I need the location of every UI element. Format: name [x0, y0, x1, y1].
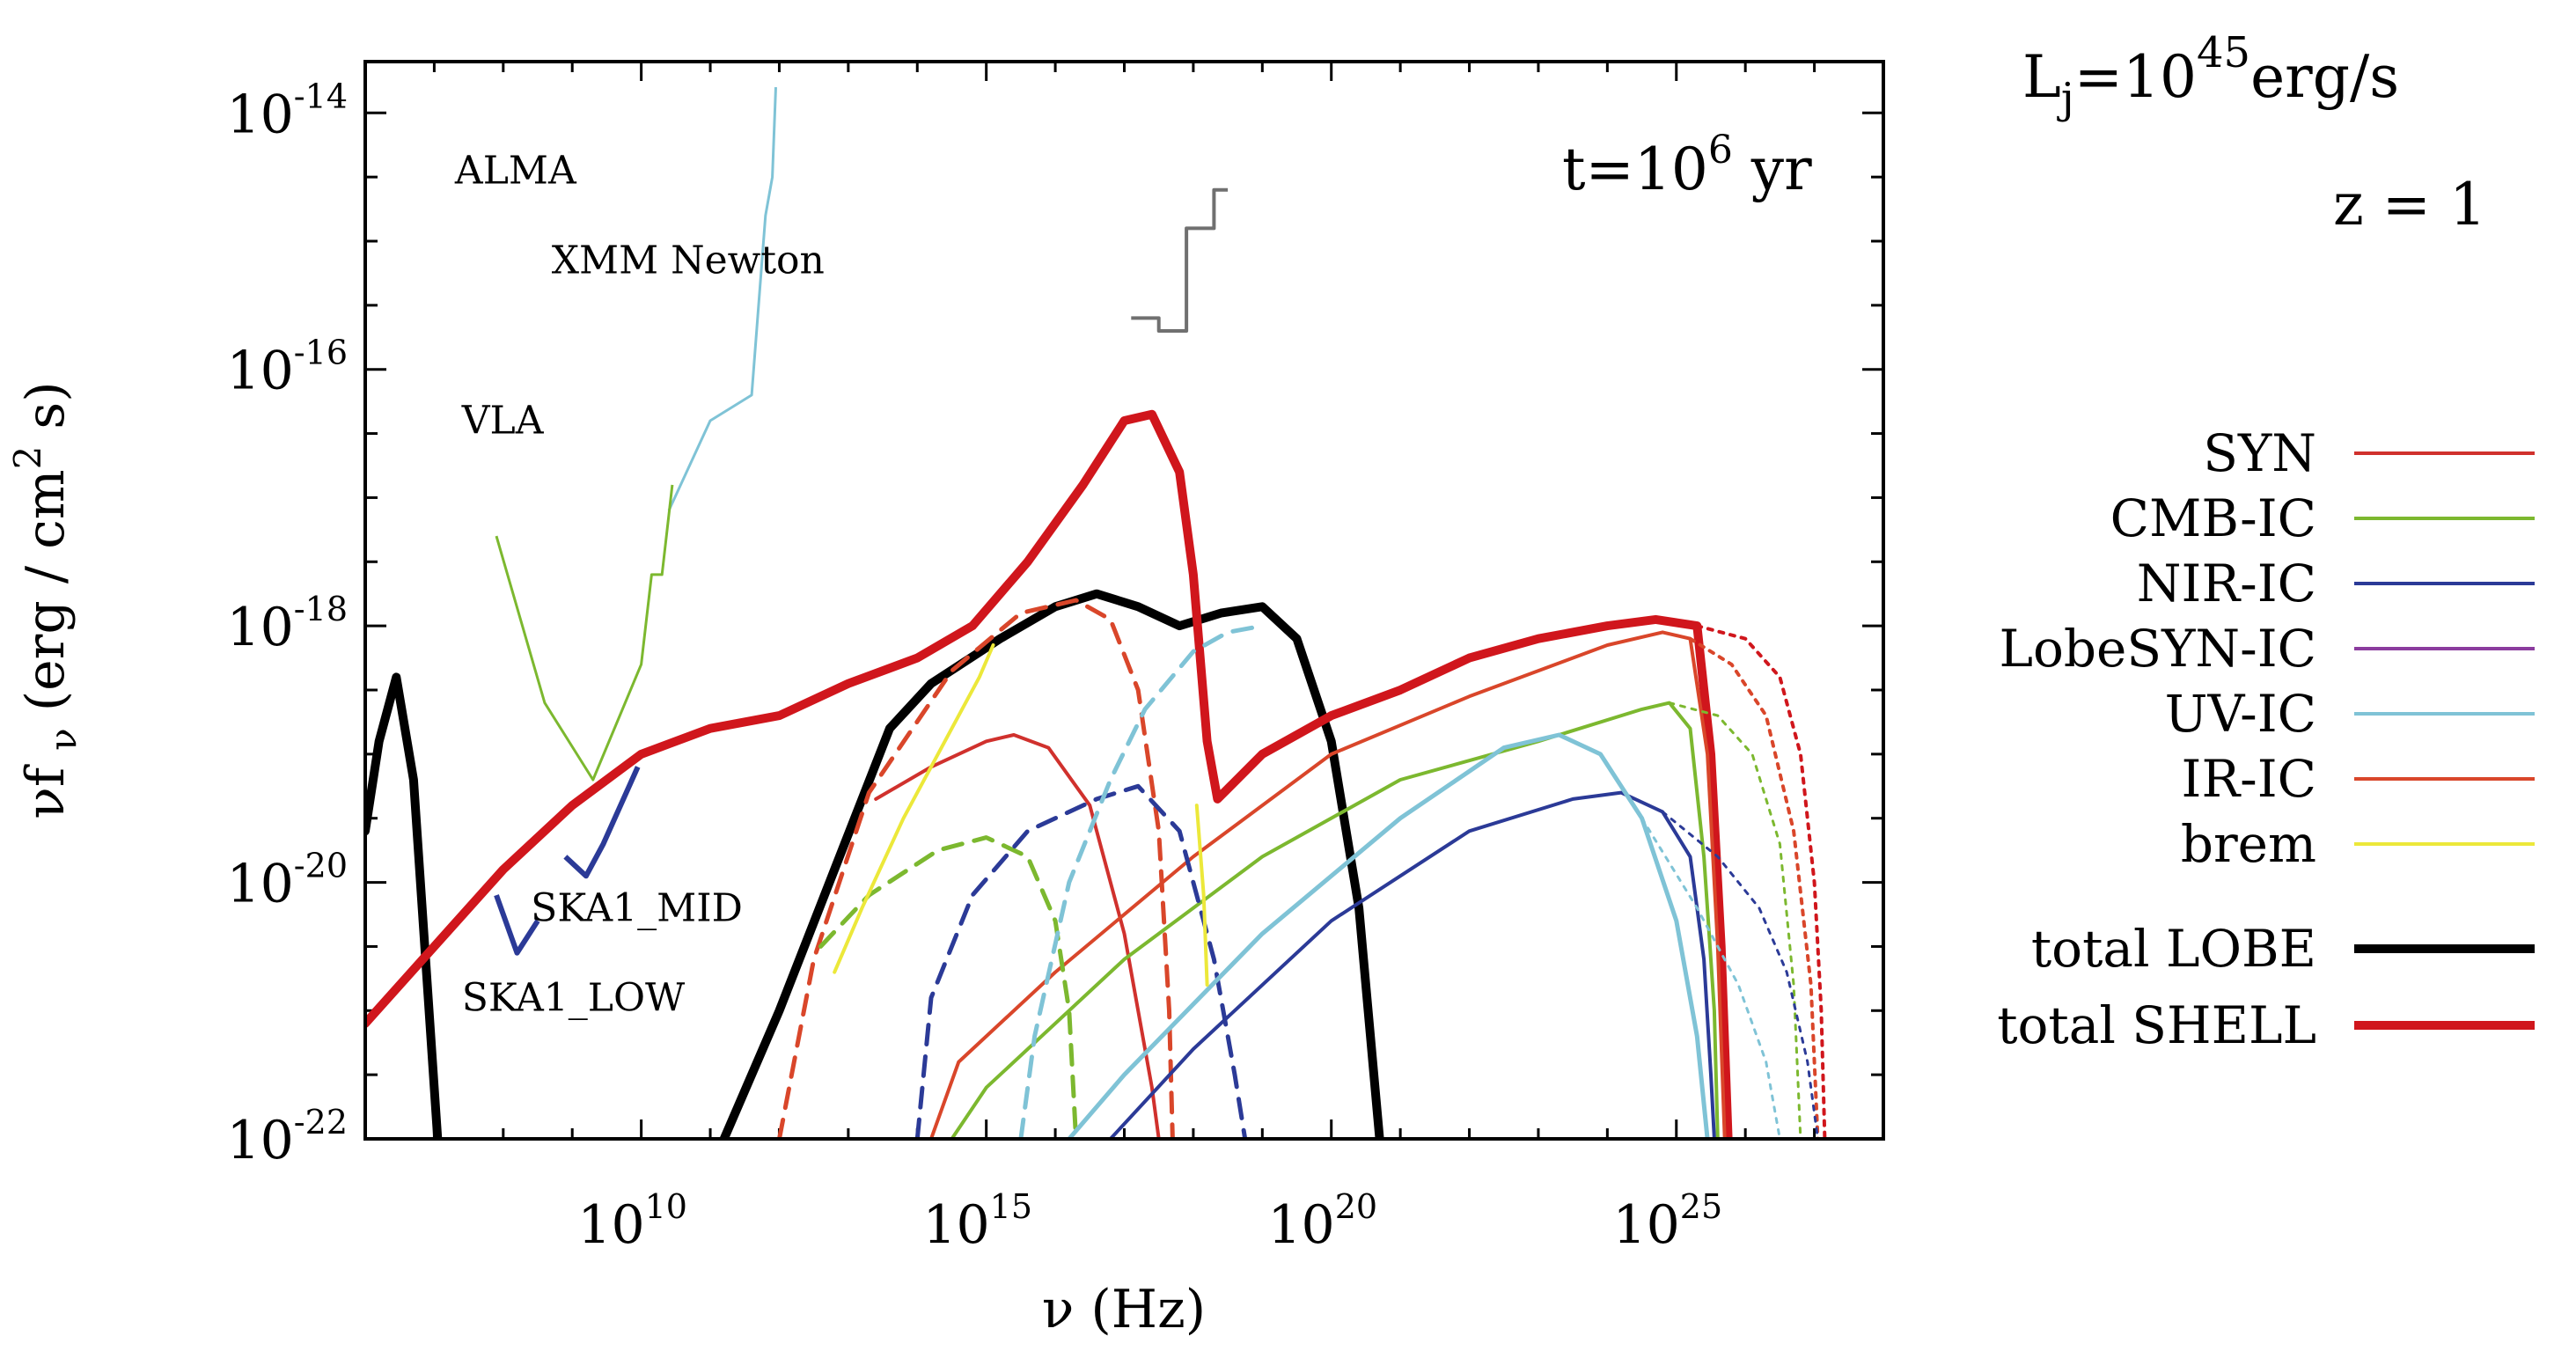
x-tick-label: 1010 — [577, 1187, 687, 1256]
y-tick-label: 10-18 — [226, 590, 348, 658]
x-axis-title: ν (Hz) — [1042, 1279, 1206, 1340]
legend-label: NIR-IC — [2137, 554, 2316, 613]
y-axis-units-exp: 2 — [6, 446, 49, 470]
legend-item-cmb-ic: CMB-IC — [2110, 488, 2535, 548]
instrument-labels: ALMA XMM Newton VLA SKA1_MID SKA1_LOW — [454, 148, 825, 1020]
x-tick-label: 1020 — [1267, 1187, 1377, 1256]
legend-label: IR-IC — [2182, 749, 2316, 809]
y-axis-units-end: s) — [15, 381, 77, 445]
series-nir-ic-high — [1108, 790, 1716, 1139]
svg-text:νf ν (erg / cm2 s): νf ν (erg / cm2 s) — [6, 381, 84, 818]
legend-item-total-lobe: total LOBE — [2031, 919, 2535, 979]
y-tick-label: 10-20 — [226, 847, 348, 915]
y-axis-title: νf ν (erg / cm2 s) — [6, 381, 84, 818]
legend-label: total SHELL — [1997, 995, 2316, 1055]
legend-item-lobesyn-ic: LobeSYN-IC — [1999, 619, 2535, 679]
series-cmb-ic-low — [818, 835, 1079, 1139]
label-vla: VLA — [461, 399, 545, 444]
series-total-shell-extrapolation — [1695, 624, 1827, 1139]
series-total-shell — [365, 409, 1733, 1139]
legend-label: UV-IC — [2165, 684, 2316, 744]
instrument-xmm-newton — [1131, 187, 1229, 333]
series-total-lobe — [719, 589, 1384, 1139]
label-ska1-mid: SKA1_MID — [531, 885, 743, 930]
y-tick-label: 10-14 — [226, 77, 348, 145]
label-xmm-newton: XMM Newton — [552, 238, 825, 283]
label-ska1-low: SKA1_LOW — [462, 975, 686, 1020]
legend-item-total-shell: total SHELL — [1997, 995, 2535, 1055]
legend-item-ir-ic: IR-IC — [2182, 749, 2535, 809]
tick-labels: 1010 1015 1020 1025 10-14 10-16 10-18 10-20 10-2… — [226, 77, 1722, 1256]
label-alma: ALMA — [454, 148, 577, 193]
legend-label: LobeSYN-IC — [1999, 619, 2316, 679]
y-tick-label: 10-16 — [226, 334, 348, 402]
legend-item-nir-ic: NIR-IC — [2137, 554, 2535, 613]
series-brem-high — [1194, 804, 1209, 987]
instrument-vla — [495, 484, 674, 782]
series-syn — [874, 733, 1161, 1139]
instrument-ska1-low — [494, 894, 540, 956]
plot-frame — [363, 60, 1885, 1141]
x-tick-label: 1025 — [1612, 1187, 1722, 1256]
legend-item-brem: brem — [2181, 814, 2535, 874]
series-cmb-ic-high — [950, 701, 1720, 1139]
series-total-lobe-low — [365, 672, 443, 1139]
series-ir-ic-high — [929, 630, 1727, 1139]
time-annotation: t=106 yr — [1562, 128, 1812, 203]
series-ir-ic-low — [777, 598, 1175, 1139]
legend-label: SYN — [2203, 423, 2316, 483]
legend-label: brem — [2181, 814, 2316, 874]
y-tick-label: 10-22 — [226, 1103, 348, 1171]
y-axis-units: (erg / cm — [15, 469, 77, 728]
legend-item-syn: SYN — [2203, 423, 2535, 483]
redshift-annotation: z = 1 — [2333, 171, 2486, 239]
instrument-ska1-mid — [563, 766, 641, 879]
series-uv-ic-low — [1018, 623, 1265, 1139]
series-brem — [833, 643, 995, 974]
y-axis-title-text: νf — [15, 764, 77, 818]
x-tick-label: 1015 — [922, 1187, 1032, 1256]
series-cmb-ic-extrapolation — [1668, 701, 1802, 1139]
legend-label: CMB-IC — [2110, 488, 2316, 548]
legend-item-uv-ic: UV-IC — [2165, 684, 2535, 744]
series-nir-ic-low — [914, 783, 1248, 1139]
series-nir-ic-extrapolation — [1661, 810, 1819, 1139]
series-uv-ic-high — [1067, 732, 1710, 1139]
luminosity-annotation: Lj=1045erg/s — [2022, 28, 2399, 123]
y-axis-subscript: ν — [41, 728, 84, 751]
series-uv-ic-extrapolation — [1640, 817, 1781, 1139]
legend-label: total LOBE — [2031, 919, 2316, 979]
data-series — [365, 409, 1827, 1139]
instrument-alma — [667, 87, 777, 511]
instrument-sensitivity-curves — [494, 87, 1229, 956]
